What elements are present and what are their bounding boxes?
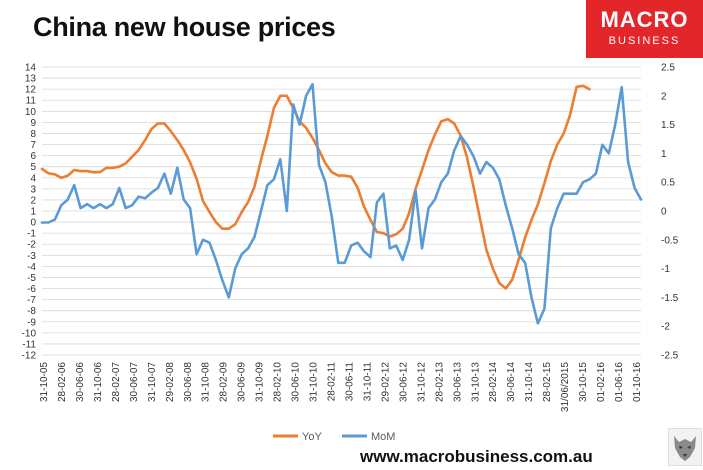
x-tick-label: 28-02-14 xyxy=(488,362,499,402)
x-tick-label: 31-10-10 xyxy=(309,362,320,402)
left-y-tick-label: 1 xyxy=(30,207,36,218)
left-y-tick-label: -8 xyxy=(27,306,36,317)
x-tick-label: 31-10-09 xyxy=(255,362,266,402)
left-y-tick-label: 4 xyxy=(30,173,36,184)
x-tick-label: 28-02-11 xyxy=(327,362,338,402)
left-y-tick-label: 11 xyxy=(26,96,37,107)
right-y-tick-label: -0.5 xyxy=(661,235,679,246)
x-axis: 31-10-05 28-02-06 30-06-06 31-10-06 28-02-07… xyxy=(39,362,643,412)
x-tick-label: 31-10-08 xyxy=(201,362,212,402)
x-tick-label: 01-06-16 xyxy=(614,362,625,402)
x-tick-label: 01-02-16 xyxy=(596,362,607,402)
x-tick-label: 01-10-16 xyxy=(632,362,643,402)
x-tick-label: 31-10-06 xyxy=(93,362,104,402)
left-y-tick-label: -3 xyxy=(27,251,36,262)
left-y-tick-label: -2 xyxy=(27,240,36,251)
x-tick-label: 30-06-13 xyxy=(452,362,463,402)
footer-url: www.macrobusiness.com.au xyxy=(360,447,593,467)
x-tick-label: 30-06-09 xyxy=(237,362,248,402)
left-y-tick-label: 13 xyxy=(25,74,37,85)
left-y-tick-label: 14 xyxy=(25,63,37,74)
x-tick-label: 30-06-12 xyxy=(398,362,409,402)
series-lines xyxy=(42,84,641,323)
legend: YoY MoM xyxy=(273,431,395,443)
left-y-tick-label: 0 xyxy=(30,218,36,229)
left-y-tick-label: 3 xyxy=(30,184,36,195)
left-y-axis: -12-11-10-9-8-7-6-5-4-3-2-10123456789101… xyxy=(22,63,37,362)
right-y-tick-label: -1 xyxy=(661,264,670,275)
x-tick-label: 28-02-10 xyxy=(273,362,284,402)
left-y-tick-label: -1 xyxy=(27,229,36,240)
left-y-tick-label: -12 xyxy=(22,351,37,362)
left-y-tick-label: -10 xyxy=(22,328,37,339)
x-tick-label: 31-10-12 xyxy=(416,362,427,402)
x-tick-label: 30-10-15 xyxy=(578,362,589,402)
left-y-tick-label: 8 xyxy=(30,129,36,140)
wolf-logo-icon xyxy=(668,428,702,466)
x-tick-label: 31-10-11 xyxy=(362,362,373,402)
x-tick-label: 30-06-06 xyxy=(75,362,86,402)
x-tick-label: 28-02-06 xyxy=(57,362,68,402)
x-tick-label: 30-06-11 xyxy=(344,362,355,402)
left-y-tick-label: -7 xyxy=(27,295,36,306)
legend-label-mom: MoM xyxy=(371,431,395,443)
left-y-tick-label: 7 xyxy=(30,140,36,151)
legend-label-yoy: YoY xyxy=(302,431,322,443)
right-y-tick-label: 2.5 xyxy=(661,63,675,74)
left-y-tick-label: -5 xyxy=(27,273,36,284)
right-y-tick-label: 2 xyxy=(661,91,667,102)
x-tick-label: 31-10-14 xyxy=(524,362,535,402)
left-y-tick-label: 12 xyxy=(25,85,37,96)
x-tick-label: 29-02-08 xyxy=(165,362,176,402)
left-y-tick-label: -11 xyxy=(22,339,36,350)
right-y-tick-label: -1.5 xyxy=(661,293,679,304)
left-y-tick-label: 9 xyxy=(30,118,36,129)
right-y-tick-label: 0.5 xyxy=(661,178,675,189)
left-y-tick-label: 2 xyxy=(30,195,36,206)
left-y-tick-label: 5 xyxy=(30,162,36,173)
x-tick-label: 31/06/2015 xyxy=(560,362,571,412)
left-y-tick-label: -9 xyxy=(27,317,36,328)
right-y-tick-label: -2 xyxy=(661,322,670,333)
left-y-tick-label: 6 xyxy=(30,151,36,162)
x-tick-label: 28-02-15 xyxy=(542,362,553,402)
x-tick-label: 28-02-13 xyxy=(434,362,445,402)
left-y-tick-label: -6 xyxy=(27,284,36,295)
left-y-tick-label: -4 xyxy=(27,262,36,273)
x-tick-label: 30-06-08 xyxy=(183,362,194,402)
right-y-tick-label: 1.5 xyxy=(661,120,675,131)
right-y-tick-label: 0 xyxy=(661,207,667,218)
x-tick-label: 29-02-12 xyxy=(380,362,391,402)
right-y-tick-label: 1 xyxy=(661,149,667,160)
left-y-tick-label: 10 xyxy=(25,107,37,118)
series-line-mom xyxy=(42,84,641,323)
x-tick-label: 30-06-07 xyxy=(129,362,140,402)
x-tick-label: 28-02-07 xyxy=(111,362,122,402)
x-tick-label: 30-06-14 xyxy=(506,362,517,402)
x-tick-label: 28-02-09 xyxy=(219,362,230,402)
right-y-axis: -2.5 -2 -1.5 -1 -0.5 0 0.5 1 1.5 2 2.5 xyxy=(661,63,679,362)
x-tick-label: 31-10-07 xyxy=(147,362,158,402)
right-y-tick-label: -2.5 xyxy=(661,351,679,362)
gridlines xyxy=(42,67,641,355)
x-tick-label: 30-06-10 xyxy=(291,362,302,402)
x-tick-label: 31-10-13 xyxy=(470,362,481,402)
x-tick-label: 31-10-05 xyxy=(39,362,50,402)
